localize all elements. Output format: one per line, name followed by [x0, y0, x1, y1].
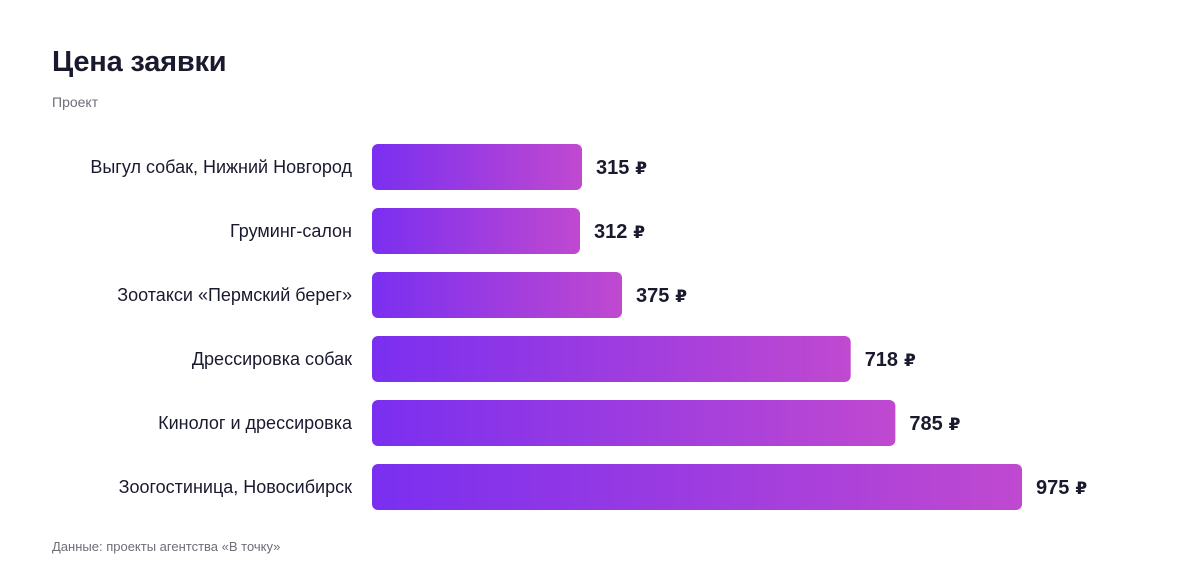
value-label: 375 ₽ [636, 285, 687, 307]
value-label: 315 ₽ [596, 157, 647, 179]
value-label: 312 ₽ [594, 221, 645, 243]
bar [372, 336, 851, 382]
chart-subtitle: Проект [52, 94, 99, 110]
bar [372, 464, 1023, 510]
category-label: Выгул собак, Нижний Новгород [90, 157, 352, 177]
bar [372, 208, 581, 254]
category-label: Дрессировка собак [192, 349, 352, 369]
category-label: Зоогостиница, Новосибирск [119, 477, 353, 497]
bar [372, 144, 583, 190]
value-label: 975 ₽ [1036, 477, 1087, 499]
category-label: Груминг-салон [230, 221, 352, 241]
bar [372, 272, 623, 318]
chart-title: Цена заявки [52, 46, 227, 78]
bar [372, 400, 896, 446]
value-label: 785 ₽ [909, 413, 960, 435]
category-label: Зоотакси «Пермский берег» [117, 285, 352, 305]
category-label: Кинолог и дрессировка [158, 413, 353, 433]
value-label: 718 ₽ [865, 349, 916, 371]
bars-layer: Выгул собак, Нижний Новгород 315 ₽ Груминг… [90, 144, 1087, 510]
data-source-note: Данные: проекты агентства «В точку» [52, 539, 281, 554]
